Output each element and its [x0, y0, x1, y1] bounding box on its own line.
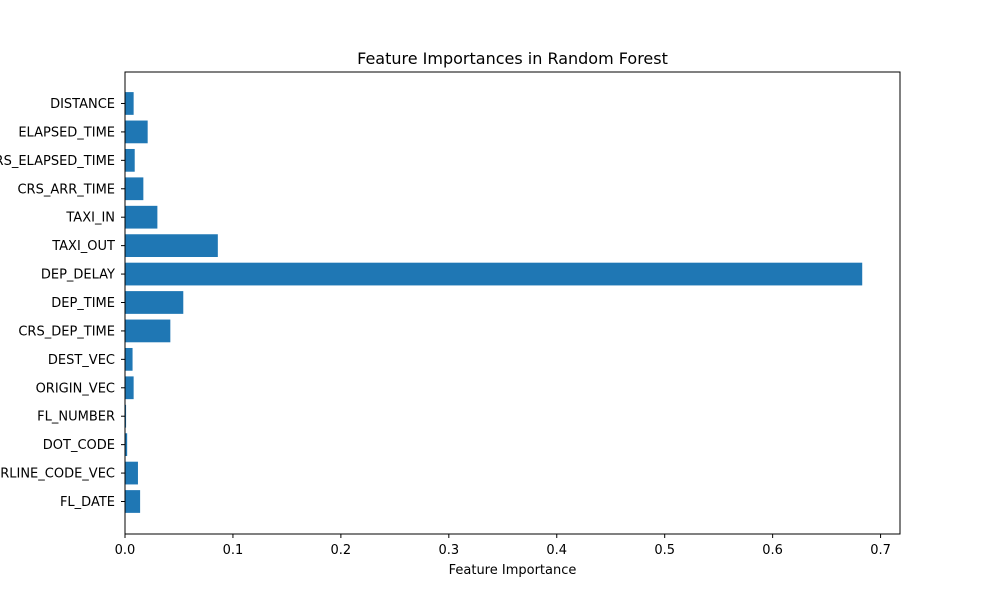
y-tick-label: DISTANCE — [50, 97, 115, 112]
bar-fl-number — [125, 404, 127, 428]
bar-distance — [125, 92, 134, 115]
x-tick-label: 0.2 — [331, 543, 352, 558]
y-tick-label: FL_NUMBER — [37, 410, 115, 425]
x-tick-label: 0.4 — [546, 543, 567, 558]
bar-crs-elapsed-time — [125, 148, 135, 172]
bar-airline-code-vec — [125, 461, 138, 485]
y-tick-label: ORIGIN_VEC — [36, 381, 115, 396]
y-tick-label: ELAPSED_TIME — [18, 125, 115, 140]
bar-crs-dep-time — [125, 319, 171, 343]
y-tick-label: FL_DATE — [60, 495, 115, 510]
y-tick-label: DEST_VEC — [48, 353, 115, 368]
bar-fl-date — [125, 490, 141, 513]
bar-dep-delay — [125, 262, 863, 286]
y-tick-label: TAXI_IN — [65, 211, 115, 226]
bar-elapsed-time — [125, 120, 148, 144]
x-tick-label: 0.1 — [223, 543, 244, 558]
y-tick-label: CRS_ELAPSED_TIME — [0, 154, 115, 169]
y-axis: FL_DATE AIRLINE_CODE_VEC DOT_CODE FL_NUMBER… — [0, 97, 125, 510]
plot-frame — [124, 71, 901, 535]
chart-title: Feature Importances in Random Forest — [357, 49, 668, 68]
x-tick-label: 0.3 — [438, 543, 459, 558]
bar-dest-vec — [125, 347, 133, 371]
x-tick-label: 0.6 — [762, 543, 783, 558]
bar-dep-time — [125, 291, 184, 314]
x-tick-label: 0.5 — [654, 543, 675, 558]
bar-origin-vec — [125, 376, 134, 400]
y-tick-label: CRS_ARR_TIME — [17, 182, 115, 197]
y-tick-label: TAXI_OUT — [51, 239, 115, 254]
x-tick-label: 0.7 — [870, 543, 891, 558]
y-tick-label: CRS_DEP_TIME — [18, 324, 115, 339]
y-tick-label: AIRLINE_CODE_VEC — [0, 467, 115, 482]
bars-group — [125, 92, 863, 513]
y-tick-label: DEP_DELAY — [41, 268, 115, 283]
x-axis: 0.0 0.1 0.2 0.3 0.4 0.5 0.6 0.7 — [115, 534, 891, 558]
bar-dot-code — [125, 433, 128, 457]
bar-taxi-in — [125, 205, 158, 229]
x-axis-label: Feature Importance — [449, 563, 577, 578]
bar-crs-arr-time — [125, 177, 144, 201]
bar-taxi-out — [125, 234, 218, 258]
y-tick-label: DEP_TIME — [51, 296, 115, 311]
x-tick-label: 0.0 — [115, 543, 136, 558]
y-tick-label: DOT_CODE — [43, 438, 115, 453]
